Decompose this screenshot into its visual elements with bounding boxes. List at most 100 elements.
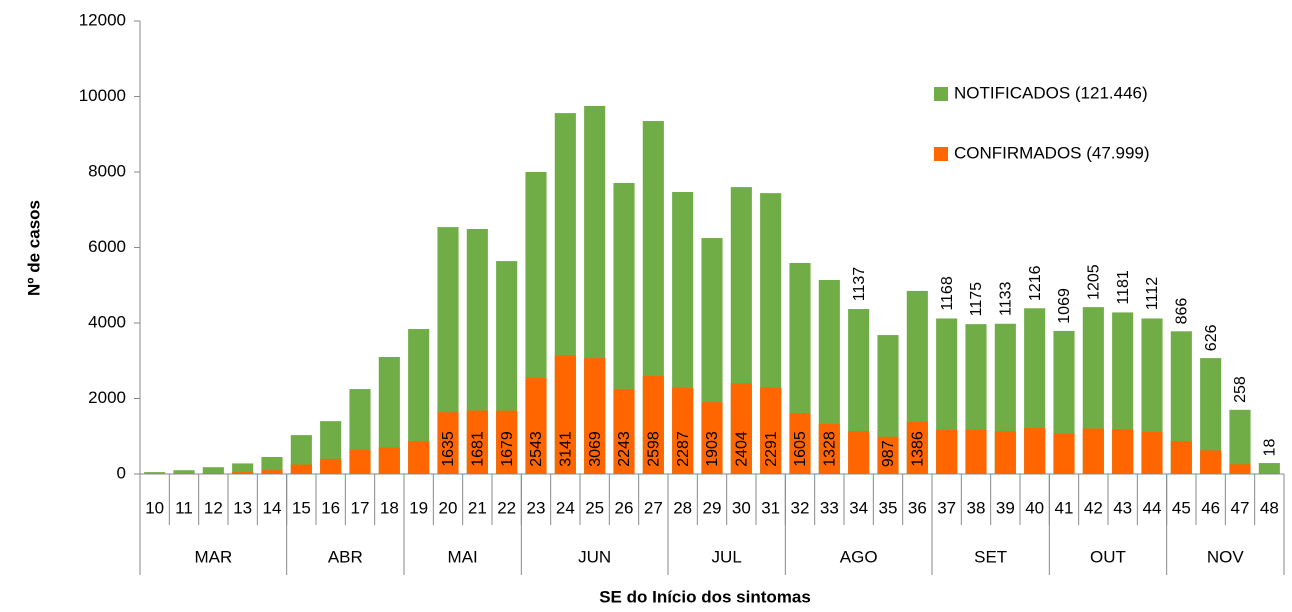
bar: [936, 430, 957, 474]
x-tick-label: 12: [204, 498, 223, 517]
legend-label: CONFIRMADOS (47.999): [954, 143, 1150, 162]
group-label: MAR: [194, 547, 232, 566]
data-label: 1903: [704, 431, 721, 467]
bar: [848, 431, 869, 474]
bar: [1112, 429, 1133, 474]
bar: [203, 467, 224, 474]
group-label: JUN: [578, 547, 611, 566]
x-tick-label: 13: [233, 498, 252, 517]
y-tick-label: 0: [117, 463, 126, 482]
data-label: 626: [1203, 324, 1220, 351]
data-label: 3069: [587, 431, 604, 467]
bar: [995, 431, 1016, 474]
y-tick-label: 6000: [88, 237, 126, 256]
x-tick-label: 27: [644, 498, 663, 517]
x-tick-label: 18: [380, 498, 399, 517]
group-label: SET: [974, 547, 1007, 566]
data-label: 1175: [968, 282, 985, 317]
y-tick-label: 4000: [88, 312, 126, 331]
x-tick-label: 44: [1143, 498, 1162, 517]
data-label: 1112: [1144, 277, 1161, 310]
x-tick-label: 41: [1055, 498, 1074, 517]
group-label: AGO: [840, 547, 878, 566]
x-tick-label: 43: [1113, 498, 1132, 517]
data-label: 866: [1174, 298, 1191, 325]
group-label: ABR: [328, 547, 363, 566]
bar: [1024, 428, 1045, 474]
bar: [291, 465, 312, 474]
data-label: 2287: [675, 431, 692, 467]
x-tick-label: 26: [615, 498, 634, 517]
y-tick-label: 10000: [79, 86, 126, 105]
data-label: 258: [1232, 376, 1249, 403]
data-label: 2291: [763, 431, 780, 467]
data-label: 1168: [939, 276, 956, 311]
x-tick-label: 16: [321, 498, 340, 517]
x-tick-label: 25: [585, 498, 604, 517]
x-tick-label: 30: [732, 498, 751, 517]
data-label: 1137: [851, 267, 868, 302]
data-label: 1386: [910, 431, 927, 467]
data-label: 1635: [440, 431, 457, 467]
bar: [379, 448, 400, 474]
group-label: OUT: [1090, 547, 1126, 566]
group-label: NOV: [1207, 547, 1245, 566]
x-tick-label: 37: [937, 498, 956, 517]
bar: [232, 472, 253, 474]
group-label: JUL: [712, 547, 742, 566]
data-label: 1181: [1115, 270, 1132, 305]
legend-swatch: [934, 87, 948, 101]
data-label: 2598: [646, 431, 663, 467]
bar: [1259, 463, 1280, 474]
bar: [1053, 434, 1074, 474]
x-tick-label: 23: [527, 498, 546, 517]
x-tick-label: 20: [439, 498, 458, 517]
bar: [1200, 450, 1221, 474]
x-tick-label: 32: [791, 498, 810, 517]
data-label: 987: [880, 440, 897, 467]
group-label: MAI: [448, 547, 478, 566]
bar: [173, 470, 194, 474]
bar: [320, 459, 341, 474]
bar: [1083, 429, 1104, 474]
x-tick-label: 29: [703, 498, 722, 517]
data-label: 1681: [470, 431, 487, 467]
bar: [408, 441, 429, 474]
x-tick-label: 40: [1025, 498, 1044, 517]
x-tick-label: 48: [1260, 498, 1279, 517]
bar: [349, 450, 370, 474]
bar: [1259, 473, 1280, 474]
x-tick-label: 15: [292, 498, 311, 517]
data-label: 3141: [558, 431, 575, 467]
data-label: 2243: [616, 431, 633, 467]
x-tick-label: 21: [468, 498, 487, 517]
x-tick-label: 39: [996, 498, 1015, 517]
x-tick-label: 10: [145, 498, 164, 517]
x-tick-label: 42: [1084, 498, 1103, 517]
y-tick-label: 2000: [88, 388, 126, 407]
data-label: 2543: [528, 431, 545, 467]
x-tick-label: 14: [263, 498, 282, 517]
x-tick-label: 45: [1172, 498, 1191, 517]
bar: [1229, 464, 1250, 474]
x-tick-label: 24: [556, 498, 575, 517]
legend-label: NOTIFICADOS (121.446): [954, 83, 1148, 102]
x-tick-label: 46: [1201, 498, 1220, 517]
x-tick-label: 17: [351, 498, 370, 517]
bar: [965, 430, 986, 474]
data-label: 2404: [734, 431, 751, 467]
x-tick-label: 28: [673, 498, 692, 517]
legend-swatch: [934, 147, 948, 161]
data-label: 1133: [998, 281, 1015, 316]
x-axis-title: SE do Início dos sintomas: [599, 587, 811, 606]
data-label: 1069: [1056, 288, 1073, 324]
y-tick-label: 8000: [88, 161, 126, 180]
data-label: 1679: [499, 431, 516, 467]
y-axis-title: Nº de casos: [24, 200, 43, 296]
y-tick-label: 12000: [79, 10, 126, 29]
data-label: 1205: [1086, 264, 1103, 300]
x-tick-label: 31: [761, 498, 780, 517]
bar: [144, 472, 165, 474]
x-tick-label: 22: [497, 498, 516, 517]
